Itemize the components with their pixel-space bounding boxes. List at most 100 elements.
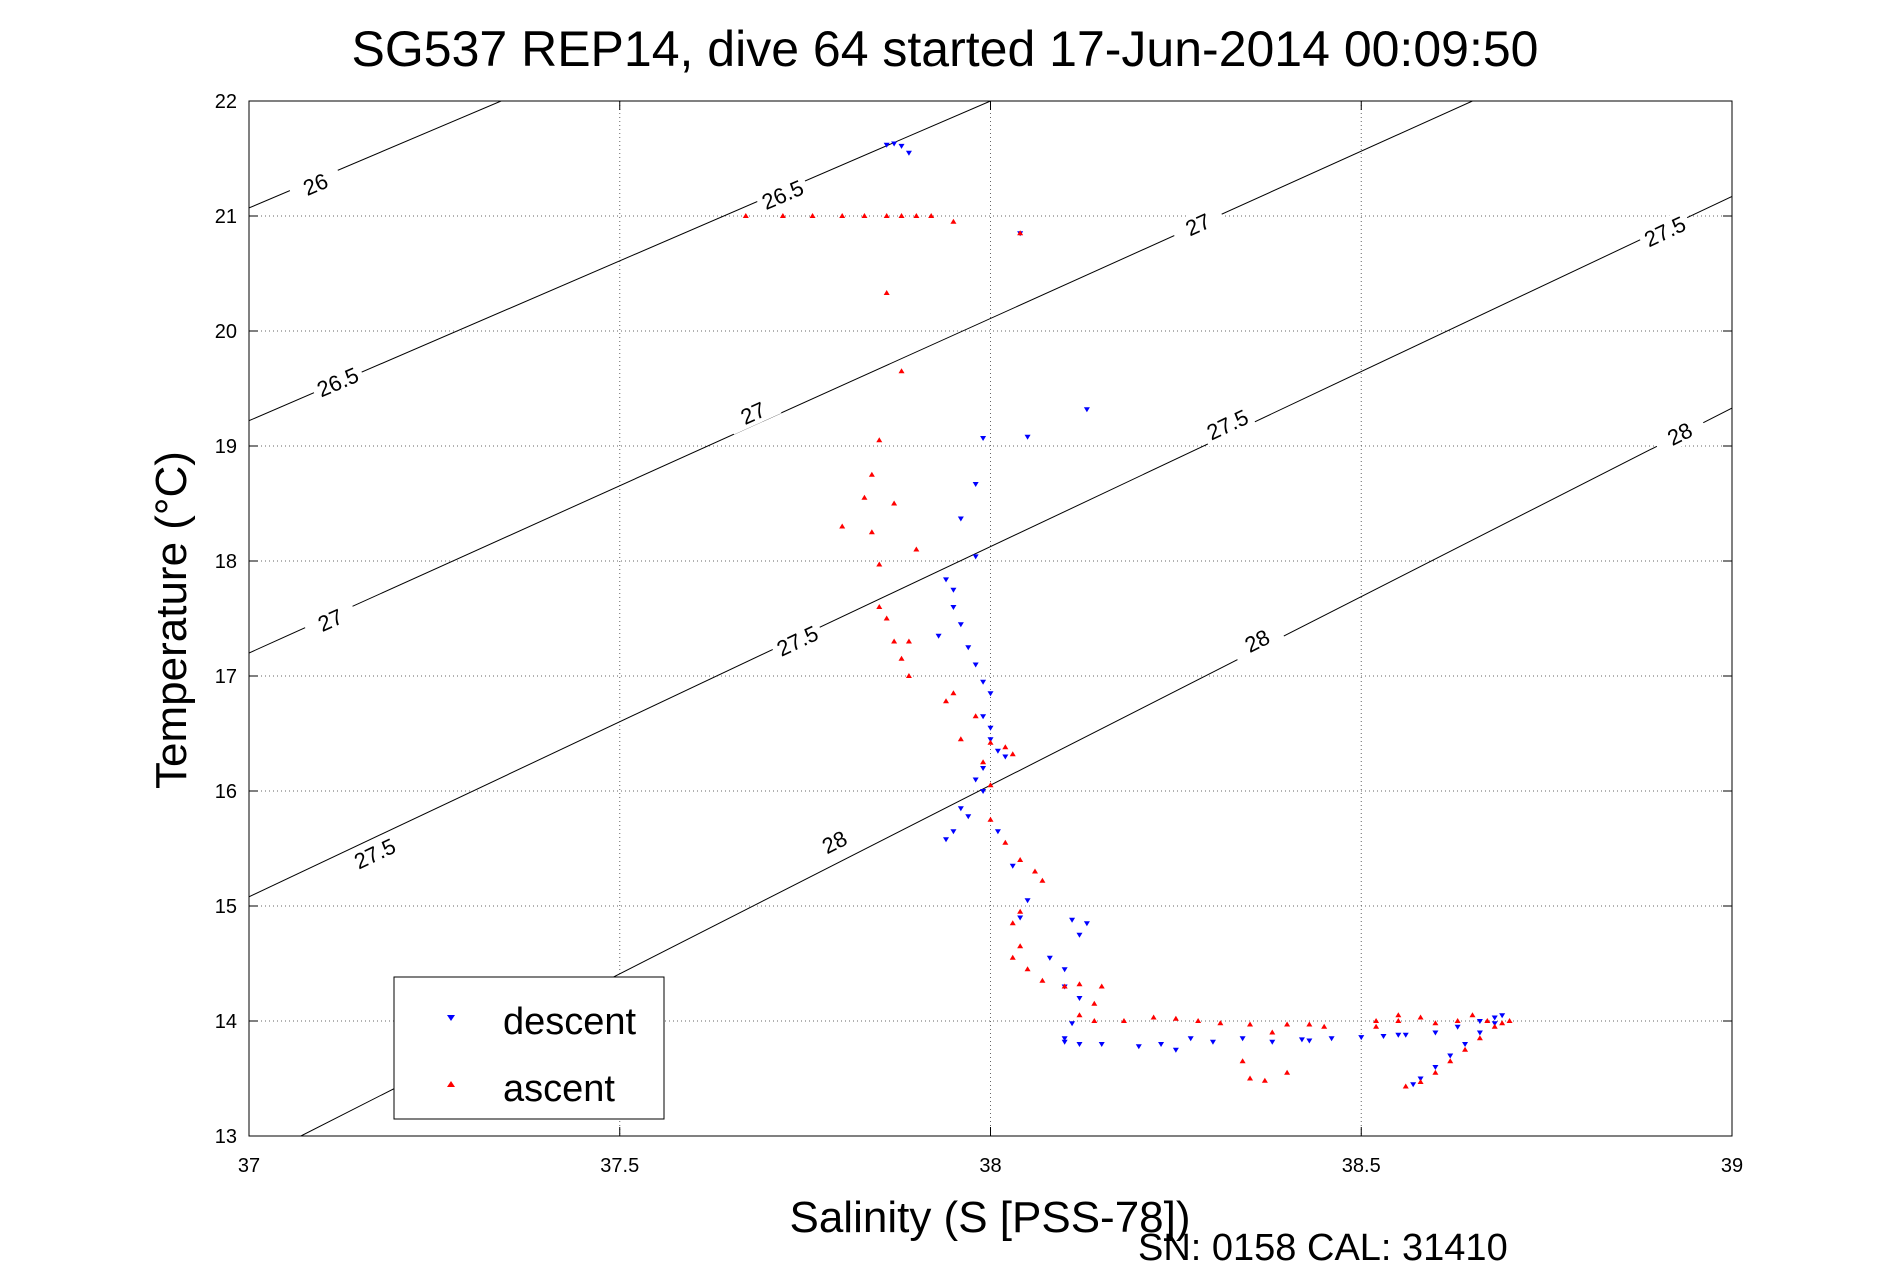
ascent-point (1120, 1018, 1127, 1023)
ascent-point (1195, 1018, 1202, 1023)
descent-point (1395, 1032, 1402, 1038)
descent-point (994, 829, 1001, 835)
ascent-point (1484, 1018, 1491, 1023)
ascent-point (1009, 751, 1016, 757)
descent-point (1083, 921, 1090, 927)
ascent-point (861, 213, 868, 218)
descent-point (1402, 1032, 1409, 1038)
ascent-point (913, 546, 920, 552)
contour-label-gap (345, 831, 404, 876)
ascent-point (943, 698, 950, 704)
y-tick-label: 13 (215, 1126, 237, 1148)
descent-point (1298, 1037, 1305, 1043)
sigma-contour-27.5 (249, 195, 1732, 898)
ascent-point (1454, 1018, 1461, 1023)
descent-point (1432, 1030, 1439, 1036)
descent-point (994, 748, 1001, 754)
series-ascent (742, 213, 1513, 1089)
x-tick-label: 37.5 (600, 1155, 639, 1177)
contour-label: 28 (805, 819, 863, 865)
descent-point (972, 481, 979, 487)
descent-point (883, 142, 890, 148)
y-tick-label: 15 (215, 896, 237, 918)
ascent-point (742, 213, 749, 218)
descent-point (943, 577, 950, 583)
descent-point (980, 679, 987, 685)
contour-label-gap (768, 618, 826, 663)
ascent-point (1373, 1018, 1380, 1023)
descent-point (957, 806, 964, 812)
contour-label-gap (1228, 618, 1286, 664)
contour-label-gap (753, 173, 812, 216)
descent-point (1002, 754, 1009, 760)
ascent-point (980, 759, 987, 765)
ascent-point (1009, 920, 1016, 926)
ascent-point (987, 739, 994, 745)
ascent-point (809, 213, 816, 218)
descent-point (1462, 1042, 1469, 1047)
ascent-point (839, 213, 846, 218)
descent-point (950, 605, 957, 610)
ascent-point (876, 561, 883, 567)
legend-box (393, 976, 665, 1120)
descent-point (891, 141, 898, 147)
ascent-point (1269, 1029, 1276, 1035)
ascent-point (861, 494, 868, 500)
descent-point (1187, 1036, 1194, 1042)
descent-point (980, 766, 987, 771)
contour-label-gap (1636, 209, 1694, 254)
descent-point (1239, 1036, 1246, 1042)
y-tick-label: 18 (215, 551, 237, 573)
descent-point (1135, 1044, 1142, 1050)
descent-point (1454, 1024, 1461, 1030)
descent-point (1069, 917, 1076, 923)
series-descent (883, 141, 1506, 1088)
ascent-point (913, 213, 920, 218)
legend-ascent-label: ascent (503, 1068, 615, 1110)
contour-label-gap (805, 819, 863, 865)
descent-point (1499, 1013, 1506, 1019)
ascent-point (876, 604, 883, 609)
descent-point (1069, 1021, 1076, 1027)
descent-point (1061, 1039, 1068, 1045)
contour-label-gap (724, 391, 782, 435)
ascent-point (928, 213, 935, 218)
descent-point (1209, 1039, 1216, 1045)
contour-label-gap (1169, 202, 1227, 246)
ascent-point (1476, 1035, 1483, 1041)
ascent-point (950, 690, 957, 696)
ascent-point (1217, 1020, 1224, 1026)
descent-point (1098, 1042, 1105, 1047)
legend-ascent-marker (447, 1081, 455, 1087)
ascent-point (957, 736, 964, 742)
ascent-point (987, 816, 994, 822)
descent-point (1358, 1035, 1365, 1041)
x-tick-label: 37 (238, 1155, 260, 1177)
ascent-point (1491, 1023, 1498, 1029)
descent-point (1024, 434, 1031, 440)
ascent-point (1039, 877, 1046, 883)
ascent-point (1321, 1023, 1328, 1029)
x-tick-label: 38.5 (1342, 1155, 1381, 1177)
descent-point (972, 662, 979, 668)
sigma-contour-26.5 (249, 101, 991, 422)
ascent-point (1395, 1012, 1402, 1018)
descent-point (1017, 915, 1024, 921)
ascent-point (905, 673, 912, 678)
ascent-point (1284, 1021, 1291, 1027)
descent-point (1328, 1036, 1335, 1042)
ascent-point (1284, 1069, 1291, 1075)
descent-point (957, 516, 964, 522)
ascent-point (1098, 983, 1105, 989)
ascent-point (1076, 1012, 1083, 1018)
descent-point (1380, 1033, 1387, 1039)
ascent-point (779, 213, 786, 218)
legend-descent-label: descent (503, 1001, 637, 1043)
ascent-point (1417, 1014, 1424, 1020)
ascent-point (1172, 1015, 1179, 1021)
ascent-point (1306, 1021, 1313, 1027)
descent-point (1083, 407, 1090, 413)
ascent-point (876, 437, 883, 443)
descent-point (943, 837, 950, 843)
